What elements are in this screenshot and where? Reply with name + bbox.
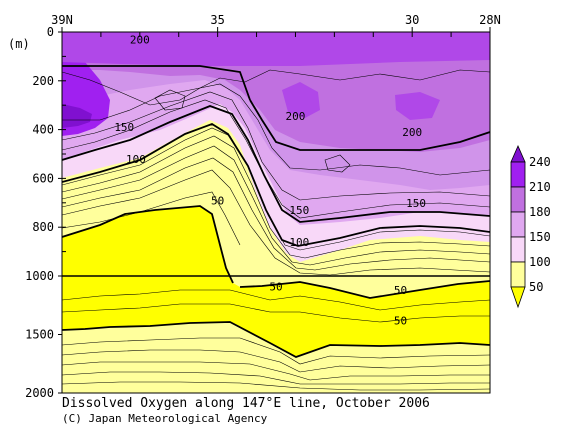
contour-50-upper <box>62 205 234 284</box>
colorbar-legend: 240 210 180 150 100 50 <box>510 145 551 309</box>
band-above-240-core <box>62 104 92 128</box>
contour-label: 50 <box>394 314 407 327</box>
legend-bottom-triangle <box>510 286 526 309</box>
legend-level-label: 150 <box>529 230 551 244</box>
contour-200-north <box>62 65 251 101</box>
y-tick-label: 1000 <box>25 269 54 283</box>
chart-credit: (C) Japan Meteorological Agency <box>62 412 268 425</box>
legend-level-label: 50 <box>529 280 543 294</box>
y-tick-label: 400 <box>32 123 54 137</box>
plot-frame <box>61 31 491 394</box>
x-tick-label: 28N <box>479 13 501 27</box>
legend-level-label: 100 <box>529 255 551 269</box>
legend-top-triangle <box>510 145 526 163</box>
y-tick-label: 0 <box>47 25 54 39</box>
contour-label: 50 <box>394 284 407 297</box>
band-above-240-mid <box>282 82 320 118</box>
legend-swatch <box>510 261 526 288</box>
oxygen-field <box>62 32 490 393</box>
legend-level-label: 210 <box>529 180 551 194</box>
y-tick-label: 1500 <box>25 328 54 342</box>
x-tick-label: 39N <box>51 13 73 27</box>
y-tick-label: 2000 <box>25 386 54 400</box>
contour-100 <box>62 123 490 247</box>
y-tick-label: 600 <box>32 171 54 185</box>
contour-label: 50 <box>269 281 282 294</box>
y-tick-label: 200 <box>32 74 54 88</box>
chart-title: Dissolved Oxygen along 147°E line, Octob… <box>62 396 430 411</box>
contour-label: 200 <box>130 33 150 46</box>
band-above-240-surface <box>62 32 490 66</box>
contour-label: 200 <box>286 110 306 123</box>
legend-swatch <box>510 161 526 188</box>
contour-lines-bold <box>62 65 490 358</box>
legend-swatch <box>510 186 526 213</box>
contour-label: 200 <box>402 126 422 139</box>
contour-label: 50 <box>211 194 224 207</box>
band-above-240-south <box>395 92 440 120</box>
legend-level-label: 180 <box>529 205 551 219</box>
contour-label: 100 <box>289 236 309 249</box>
axes: 39N 35 30 28N (m) 0 200 400 600 800 1000 1500 2000 <box>8 13 501 400</box>
contour-label: 150 <box>114 121 134 134</box>
contour-50-deep <box>62 321 490 358</box>
contour-50-lower <box>239 280 490 299</box>
contour-150 <box>62 105 490 223</box>
band-below-50-deep <box>62 206 490 357</box>
contour-label: 150 <box>289 204 309 217</box>
legend-swatch <box>510 236 526 263</box>
legend-swatch <box>510 211 526 238</box>
contour-label: 100 <box>126 153 146 166</box>
x-tick-label: 30 <box>405 13 419 27</box>
y-unit-label: (m) <box>8 37 30 51</box>
contour-label: 150 <box>406 197 426 210</box>
contour-lines-thin <box>62 69 490 391</box>
y-tick-label: 800 <box>32 220 54 234</box>
legend-level-label: 240 <box>529 155 551 169</box>
contour-200 <box>249 99 490 151</box>
x-tick-label: 35 <box>210 13 224 27</box>
contour-labels: 200 150 100 200 200 150 150 100 50 50 50 50 <box>114 33 426 327</box>
